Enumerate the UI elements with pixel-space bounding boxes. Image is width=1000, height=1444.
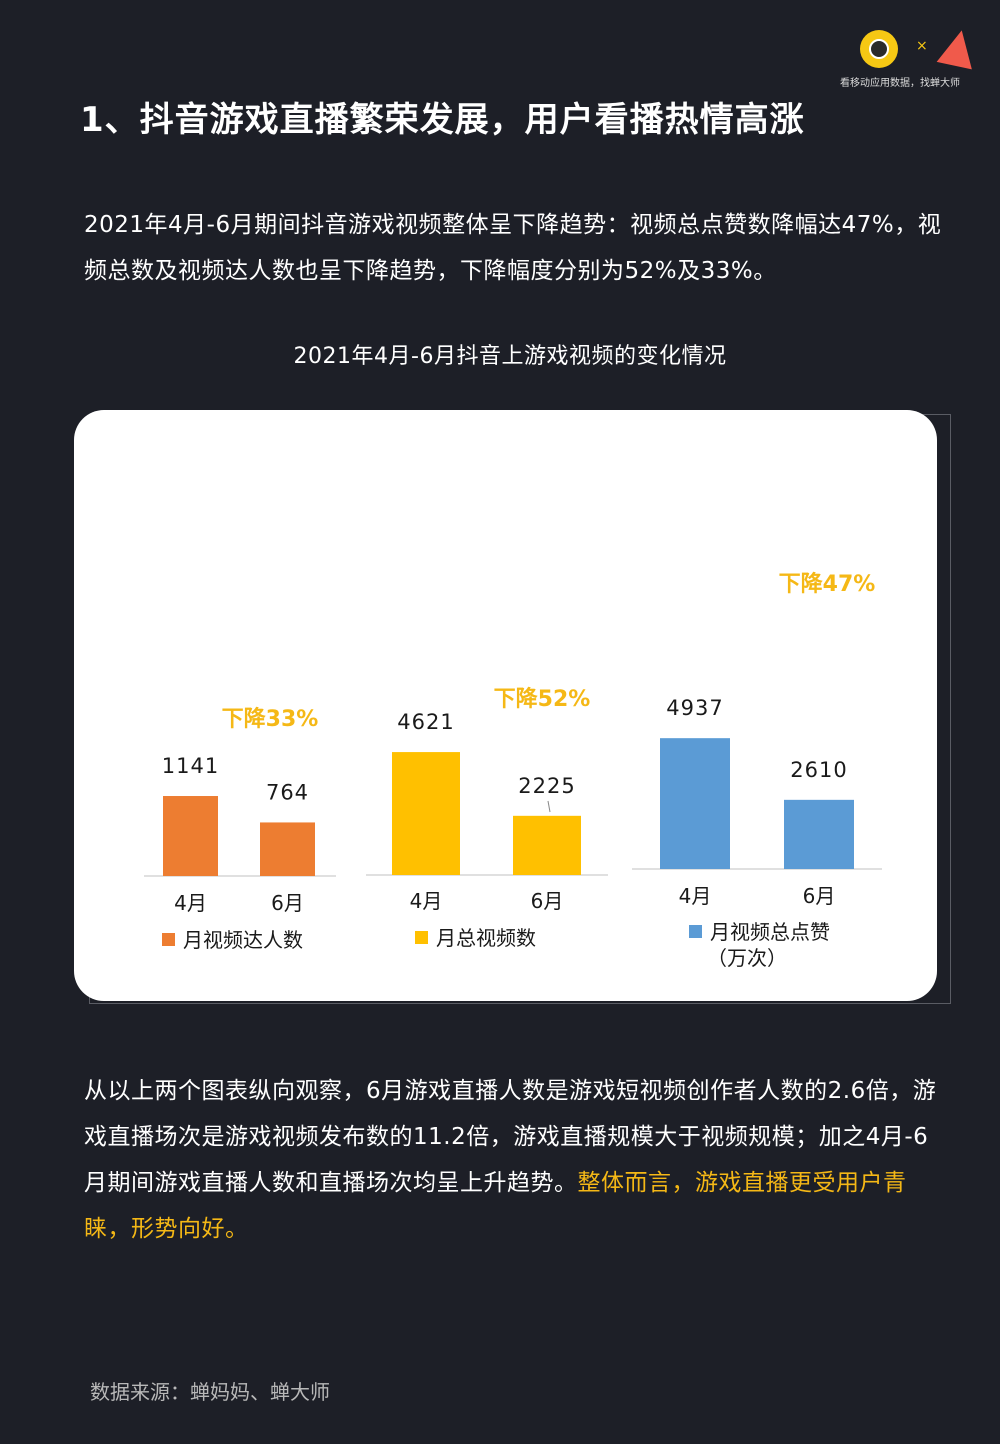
bar — [513, 815, 581, 875]
bar — [784, 799, 854, 869]
legend-swatch — [689, 925, 702, 938]
category-label: 6月 — [803, 884, 836, 908]
bar — [260, 822, 315, 876]
bar-chart: 1141 4月 764 6月 下降33% 月视频达人数 4621 4月 2225 6月 下降52% 月… — [144, 572, 882, 970]
douyin-logo-icon — [936, 26, 980, 70]
bar — [163, 796, 218, 876]
legend-swatch — [162, 933, 175, 946]
change-label: 下降33% — [222, 707, 319, 732]
data-label: 2610 — [790, 758, 847, 782]
brand-logos: × 看移动应用数据，找蝉大师 — [840, 26, 980, 90]
conclusion-highlight: 整体而言，游戏直播更受用户青睐，形势向好。 — [84, 1170, 907, 1242]
category-label: 6月 — [531, 889, 564, 913]
data-label: 1141 — [162, 754, 219, 778]
data-label: 2225 — [518, 774, 575, 798]
chandashi-logo-icon — [860, 30, 898, 68]
legend-label-unit: （万次） — [707, 946, 787, 970]
change-label: 下降47% — [779, 572, 876, 597]
leader-line — [547, 800, 551, 813]
change-label: 下降52% — [494, 687, 591, 712]
legend-swatch — [415, 931, 428, 944]
data-source: 数据来源：蝉妈妈、蝉大师 — [90, 1380, 330, 1404]
chart-card: 1141 4月 764 6月 下降33% 月视频达人数 4621 4月 2225 6月 下降52% 月… — [74, 410, 937, 1001]
legend-label: 月视频达人数 — [183, 928, 303, 952]
conclusion-text: 从以上两个图表纵向观察，6月游戏直播人数是游戏短视频创作者人数的2.6倍，游戏直… — [84, 1078, 937, 1196]
logo-caption: 看移动应用数据，找蝉大师 — [840, 78, 960, 89]
conclusion-paragraph: 从以上两个图表纵向观察，6月游戏直播人数是游戏短视频创作者人数的2.6倍，游戏直… — [84, 1068, 944, 1252]
bar — [392, 752, 460, 875]
legend-label: 月总视频数 — [436, 926, 536, 950]
category-label: 4月 — [679, 884, 712, 908]
legend-label: 月视频总点赞 — [710, 920, 830, 944]
bar — [660, 738, 730, 869]
category-label: 6月 — [271, 891, 304, 915]
chart-title: 2021年4月-6月抖音上游戏视频的变化情况 — [293, 344, 727, 369]
category-label: 4月 — [174, 891, 207, 915]
intro-paragraph: 2021年4月-6月期间抖音游戏视频整体呈下降趋势：视频总点赞数降幅达47%，视… — [84, 212, 942, 284]
data-label: 4937 — [666, 696, 723, 720]
data-label: 764 — [266, 780, 309, 804]
category-label: 4月 — [410, 889, 443, 913]
page-title: 1、抖音游戏直播繁荣发展，用户看播热情高涨 — [80, 100, 805, 140]
data-label: 4621 — [397, 710, 454, 734]
logo-separator: × — [916, 38, 928, 54]
